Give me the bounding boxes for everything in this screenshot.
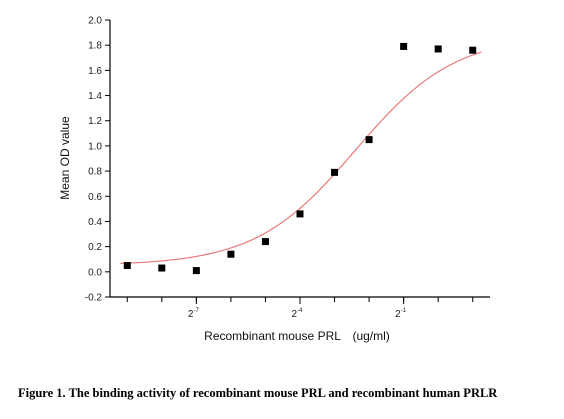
data-point [123, 262, 131, 270]
data-point [296, 210, 304, 218]
data-points [123, 42, 477, 275]
x-tick-label: 2-7 [188, 308, 200, 320]
fit-curve [120, 51, 482, 265]
y-tick-label: 1.2 [88, 116, 102, 127]
fit-curve-group [120, 51, 482, 265]
y-tick-label: 0.6 [88, 192, 102, 203]
y-tick-label: -0.2 [85, 293, 103, 304]
x-axis-title: Recombinant mouse PRL (ug/ml) [204, 329, 390, 343]
y-tick-label: 1.8 [88, 41, 102, 52]
od-chart: -0.2 0.0 0.2 0.4 0.6 0.8 1.0 1.2 1.4 1.6 1.8 2.0 2-7… [58, 16, 490, 343]
figure-caption: Figure 1. The binding activity of recomb… [18, 386, 498, 400]
data-point [331, 168, 339, 176]
y-tick-label: 1.4 [88, 91, 102, 102]
data-point [365, 136, 373, 144]
y-tick-label: 1.0 [88, 141, 102, 152]
data-point [227, 250, 235, 258]
y-tick-label: 0.8 [88, 167, 102, 178]
data-point [158, 264, 166, 272]
y-tick-label: 0.0 [88, 267, 102, 278]
data-point [469, 46, 477, 54]
data-point [261, 238, 269, 246]
y-tick-label: 2.0 [88, 16, 102, 27]
axes: -0.2 0.0 0.2 0.4 0.6 0.8 1.0 1.2 1.4 1.6 1.8 2.0 2-7… [85, 16, 490, 320]
y-tick-label: 0.2 [88, 242, 102, 253]
data-point [192, 267, 200, 275]
data-point [434, 45, 442, 53]
data-point [400, 42, 408, 50]
y-tick-label: 1.6 [88, 66, 102, 77]
x-tick-label: 2-1 [395, 308, 407, 320]
x-tick-label: 2-4 [292, 308, 304, 320]
y-axis-title: Mean OD value [58, 116, 72, 200]
y-tick-label: 0.4 [88, 217, 102, 228]
